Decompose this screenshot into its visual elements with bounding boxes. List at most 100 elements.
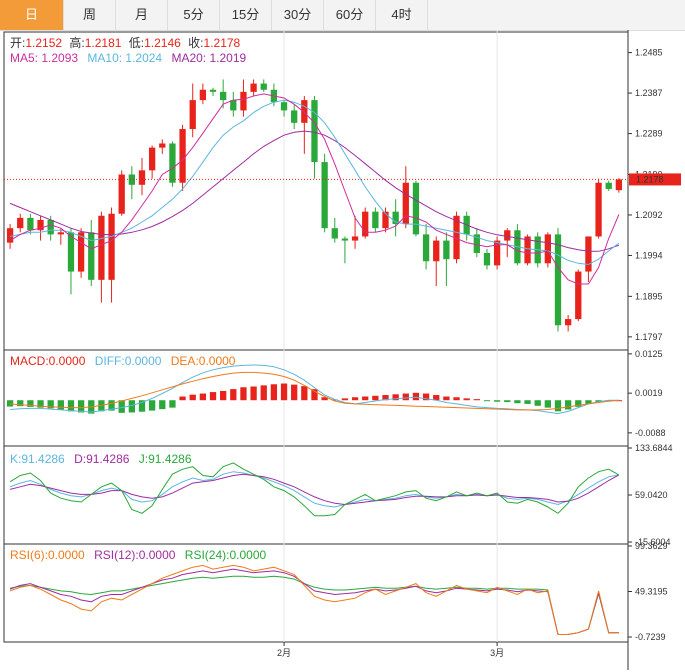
axis-tick-label: 0.0125 [635, 349, 663, 359]
tab-0[interactable]: 日 [0, 0, 64, 30]
macd-bar [179, 396, 186, 401]
legend-dif: DIFF:0.0000 [95, 354, 162, 368]
legend-macd: MACD:0.0000 DIFF:0.0000 DEA:0.0000 [10, 354, 236, 368]
tab-2[interactable]: 月 [116, 0, 168, 30]
macd-bar [291, 384, 298, 401]
candle-body [473, 234, 480, 253]
candle-body [17, 217, 24, 229]
tab-7[interactable]: 4时 [376, 0, 428, 30]
legend-rsi6: RSI(6):0.0000 [10, 548, 85, 562]
panel-frame-price [3, 31, 629, 351]
macd-bar [159, 400, 166, 410]
axis-tick-label: -0.0088 [635, 428, 666, 438]
candle-body [351, 236, 359, 241]
macd-bar [108, 400, 115, 411]
candle-body [402, 182, 409, 225]
macd-bar [67, 400, 75, 412]
macd-bar [148, 400, 156, 411]
legend-rsi24: RSI(24):0.0000 [185, 548, 267, 562]
macd-bar [544, 400, 551, 408]
macd-bar [189, 394, 196, 401]
tab-3[interactable]: 5分 [168, 0, 220, 30]
macd-bar [240, 387, 247, 401]
macd-bar [595, 400, 602, 403]
macd-bar [473, 399, 480, 401]
x-axis-label: 2月 [277, 648, 291, 658]
ma10-line [10, 99, 620, 266]
rsi6-line [9, 564, 619, 635]
candle-body [250, 83, 257, 92]
candle-body [220, 91, 227, 101]
legend-k: K:91.4286 [10, 452, 65, 466]
macd-bar [392, 394, 399, 401]
macd-bar [270, 384, 278, 401]
macd-bar [220, 390, 227, 401]
d-line [9, 473, 620, 506]
rsi12-line [9, 568, 619, 635]
legend-j: J:91.4286 [139, 452, 192, 466]
macd-bar [280, 383, 288, 401]
legend-rsi12: RSI(12):0.0000 [94, 548, 176, 562]
macd-bar [605, 400, 612, 402]
legend-ma20: MA20: 1.2019 [171, 51, 246, 65]
macd-bar [615, 400, 623, 402]
tab-6[interactable]: 60分 [324, 0, 376, 30]
candle-body [169, 143, 176, 183]
tab-4[interactable]: 15分 [220, 0, 272, 30]
candle-body [240, 91, 247, 111]
chart-marks [4, 79, 628, 635]
candle-body [504, 230, 511, 241]
candle-body [148, 147, 156, 171]
macd-bar [514, 400, 521, 404]
candle-body [301, 100, 308, 123]
candle-body [27, 217, 34, 231]
macd-bar [351, 397, 359, 401]
candle-body [98, 215, 105, 280]
macd-bar [128, 400, 135, 413]
candle-body [433, 240, 440, 262]
macd-bar [443, 396, 450, 401]
axis-tick-label: 59.0420 [635, 490, 668, 500]
candle-body [37, 219, 44, 231]
candle-body [159, 143, 166, 148]
macd-bar [37, 400, 44, 408]
candle-body [67, 232, 75, 272]
candle-body [554, 234, 562, 326]
axis-tick-label: 1.2485 [635, 48, 663, 58]
candle-body [453, 215, 460, 260]
candle-body [544, 234, 551, 264]
high-value: 1.2181 [85, 36, 122, 50]
legend-ma5: MA5: 1.2093 [10, 51, 78, 65]
tab-1[interactable]: 周 [64, 0, 116, 30]
macd-bar [564, 400, 572, 410]
candle-body [199, 89, 207, 101]
ma20-line [9, 130, 620, 252]
candle-body [524, 236, 531, 264]
axis-tick-label: 1.2092 [635, 210, 663, 220]
candle-body [412, 182, 420, 235]
candle-body [422, 234, 430, 262]
macd-bar [311, 389, 318, 401]
macd-bar [554, 400, 562, 412]
candle-body [595, 182, 602, 237]
axis-tick-label: 0.0019 [635, 388, 663, 398]
candle-body [575, 271, 582, 320]
macd-bar [402, 393, 409, 401]
legend-kdj: K:91.4286 D:91.4286 J:91.4286 [10, 452, 192, 466]
macd-bar [230, 389, 237, 401]
macd-bar [362, 396, 369, 401]
k-line [9, 471, 619, 508]
candlestick-chart: 1.24851.23871.22891.21901.20921.19941.18… [3, 30, 681, 670]
candle-body [443, 240, 450, 260]
macd-bar [169, 400, 176, 408]
axis-tick-label: 1.2387 [635, 88, 663, 98]
axis-tick-label: 1.1994 [635, 250, 663, 260]
low-label: 低: [129, 36, 144, 50]
tab-5[interactable]: 30分 [272, 0, 324, 30]
candle-body [615, 179, 623, 191]
candle-body [138, 170, 146, 185]
candle-body [585, 236, 592, 272]
macd-bar [118, 400, 125, 413]
candle-body [128, 174, 135, 185]
macd-bar [422, 393, 430, 401]
